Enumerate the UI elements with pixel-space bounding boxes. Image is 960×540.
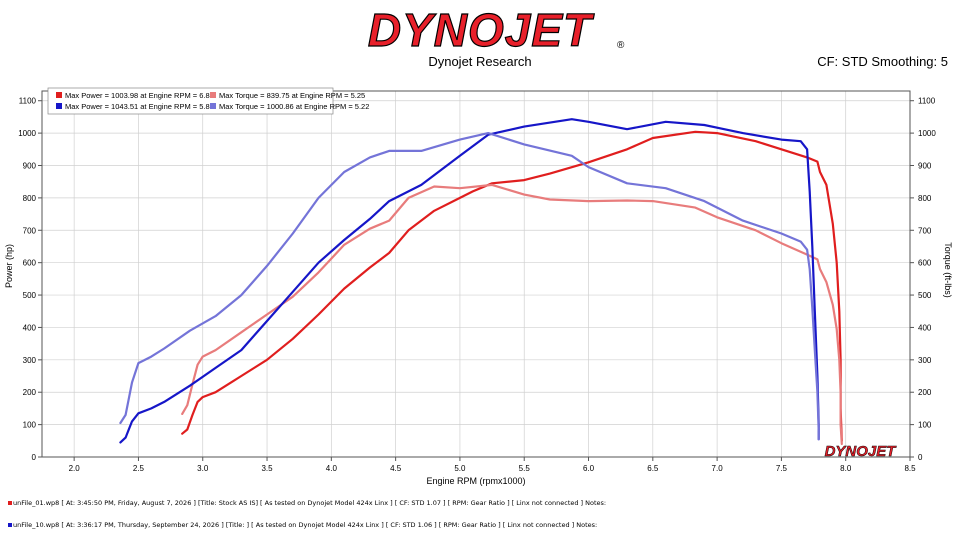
chart-subtitle: Dynojet Research [428, 54, 532, 69]
x-axis-label: Engine RPM (rpmx1000) [426, 476, 525, 486]
series-line-run1_torque [181, 183, 843, 446]
x-tick-label: 2.0 [69, 464, 81, 473]
x-tick-label: 6.5 [647, 464, 659, 473]
y-tick-label-left: 500 [23, 291, 37, 300]
x-tick-label: 8.5 [904, 464, 916, 473]
y-tick-label-right: 1000 [918, 129, 936, 138]
run1-color-marker [8, 501, 12, 505]
y-tick-label-right: 900 [918, 161, 932, 170]
legend-box: Max Power = 1003.98 at Engine RPM = 6.83… [47, 87, 369, 115]
y-tick-label-right: 400 [918, 323, 932, 332]
plot-frame [41, 90, 911, 458]
legend-run1-torque: Max Torque = 839.75 at Engine RPM = 5.25 [219, 91, 365, 100]
y-tick-label-right: 0 [918, 453, 923, 462]
y-tick-label-left: 600 [23, 259, 37, 268]
registered-mark: ® [617, 40, 625, 51]
x-tick-label: 8.0 [840, 464, 852, 473]
legend-swatch-run2-torque [210, 103, 216, 109]
y-tick-label-left: 800 [23, 194, 37, 203]
x-tick-label: 5.0 [454, 464, 466, 473]
dynojet-logo: DYNOJET ® [367, 4, 625, 54]
y-tick-label-left: 300 [23, 356, 37, 365]
y-tick-label-left: 0 [32, 453, 37, 462]
series-line-run2_torque [119, 132, 820, 441]
legend-swatch-run2-power [56, 103, 62, 109]
legend-background [47, 87, 334, 115]
series-line-run2_power [119, 118, 820, 444]
y-tick-label-left: 700 [23, 226, 37, 235]
y-tick-label-left: 1100 [19, 97, 37, 106]
y-axis-label-right: Torque (ft-lbs) [943, 242, 953, 298]
y-tick-label-right: 700 [918, 226, 932, 235]
series-group [119, 118, 843, 446]
run1-file-info: unFile_01.wp8 [ At: 3:45:50 PM, Friday, … [8, 499, 606, 507]
axis-ticks: 2.0 2.5 3.0 3.5 4.0 4.5 5.0 5.5 6.0 6.5 7.0 7.5 8.0 8… [18, 97, 936, 473]
legend-run1-power: Max Power = 1003.98 at Engine RPM = 6.83 [65, 91, 214, 100]
legend-run2-torque: Max Torque = 1000.86 at Engine RPM = 5.2… [219, 102, 369, 111]
y-tick-label-left: 400 [23, 323, 37, 332]
run2-file-info: unFile_10.wp8 [ At: 3:36:17 PM, Thursday… [8, 521, 597, 529]
legend-swatch-run1-torque [210, 92, 216, 98]
x-tick-label: 5.5 [519, 464, 531, 473]
x-tick-label: 7.0 [712, 464, 724, 473]
run2-file-text: unFile_10.wp8 [ At: 3:36:17 PM, Thursday… [13, 521, 598, 529]
x-tick-label: 4.5 [390, 464, 402, 473]
grid-lines [42, 91, 911, 458]
y-tick-label-right: 100 [918, 421, 932, 430]
y-tick-label-left: 1000 [18, 129, 36, 138]
logo-text: DYNOJET [368, 4, 595, 54]
x-tick-label: 4.0 [326, 464, 338, 473]
x-tick-label: 7.5 [776, 464, 788, 473]
legend-run2-power: Max Power = 1043.51 at Engine RPM = 5.87 [65, 102, 214, 111]
y-tick-label-left: 200 [23, 388, 37, 397]
run1-file-text: unFile_01.wp8 [ At: 3:45:50 PM, Friday, … [13, 499, 607, 507]
y-axis-label-left: Power (hp) [4, 244, 14, 288]
y-tick-label-right: 1100 [918, 97, 936, 106]
y-tick-label-left: 900 [23, 161, 37, 170]
x-tick-label: 3.0 [197, 464, 209, 473]
y-tick-label-right: 800 [918, 194, 932, 203]
correction-factor-info: CF: STD Smoothing: 5 [817, 54, 948, 69]
y-tick-label-right: 500 [918, 291, 932, 300]
y-tick-label-right: 200 [918, 388, 932, 397]
y-tick-label-right: 300 [918, 356, 932, 365]
x-tick-label: 6.0 [583, 464, 595, 473]
series-line-run1_power [181, 130, 843, 442]
x-tick-label: 2.5 [133, 464, 145, 473]
dynojet-watermark: DYNOJET [825, 443, 898, 460]
legend-swatch-run1-power [56, 92, 62, 98]
y-tick-label-right: 600 [918, 259, 932, 268]
run2-color-marker [8, 523, 12, 527]
y-tick-label-left: 100 [23, 421, 37, 430]
x-tick-label: 3.5 [261, 464, 273, 473]
